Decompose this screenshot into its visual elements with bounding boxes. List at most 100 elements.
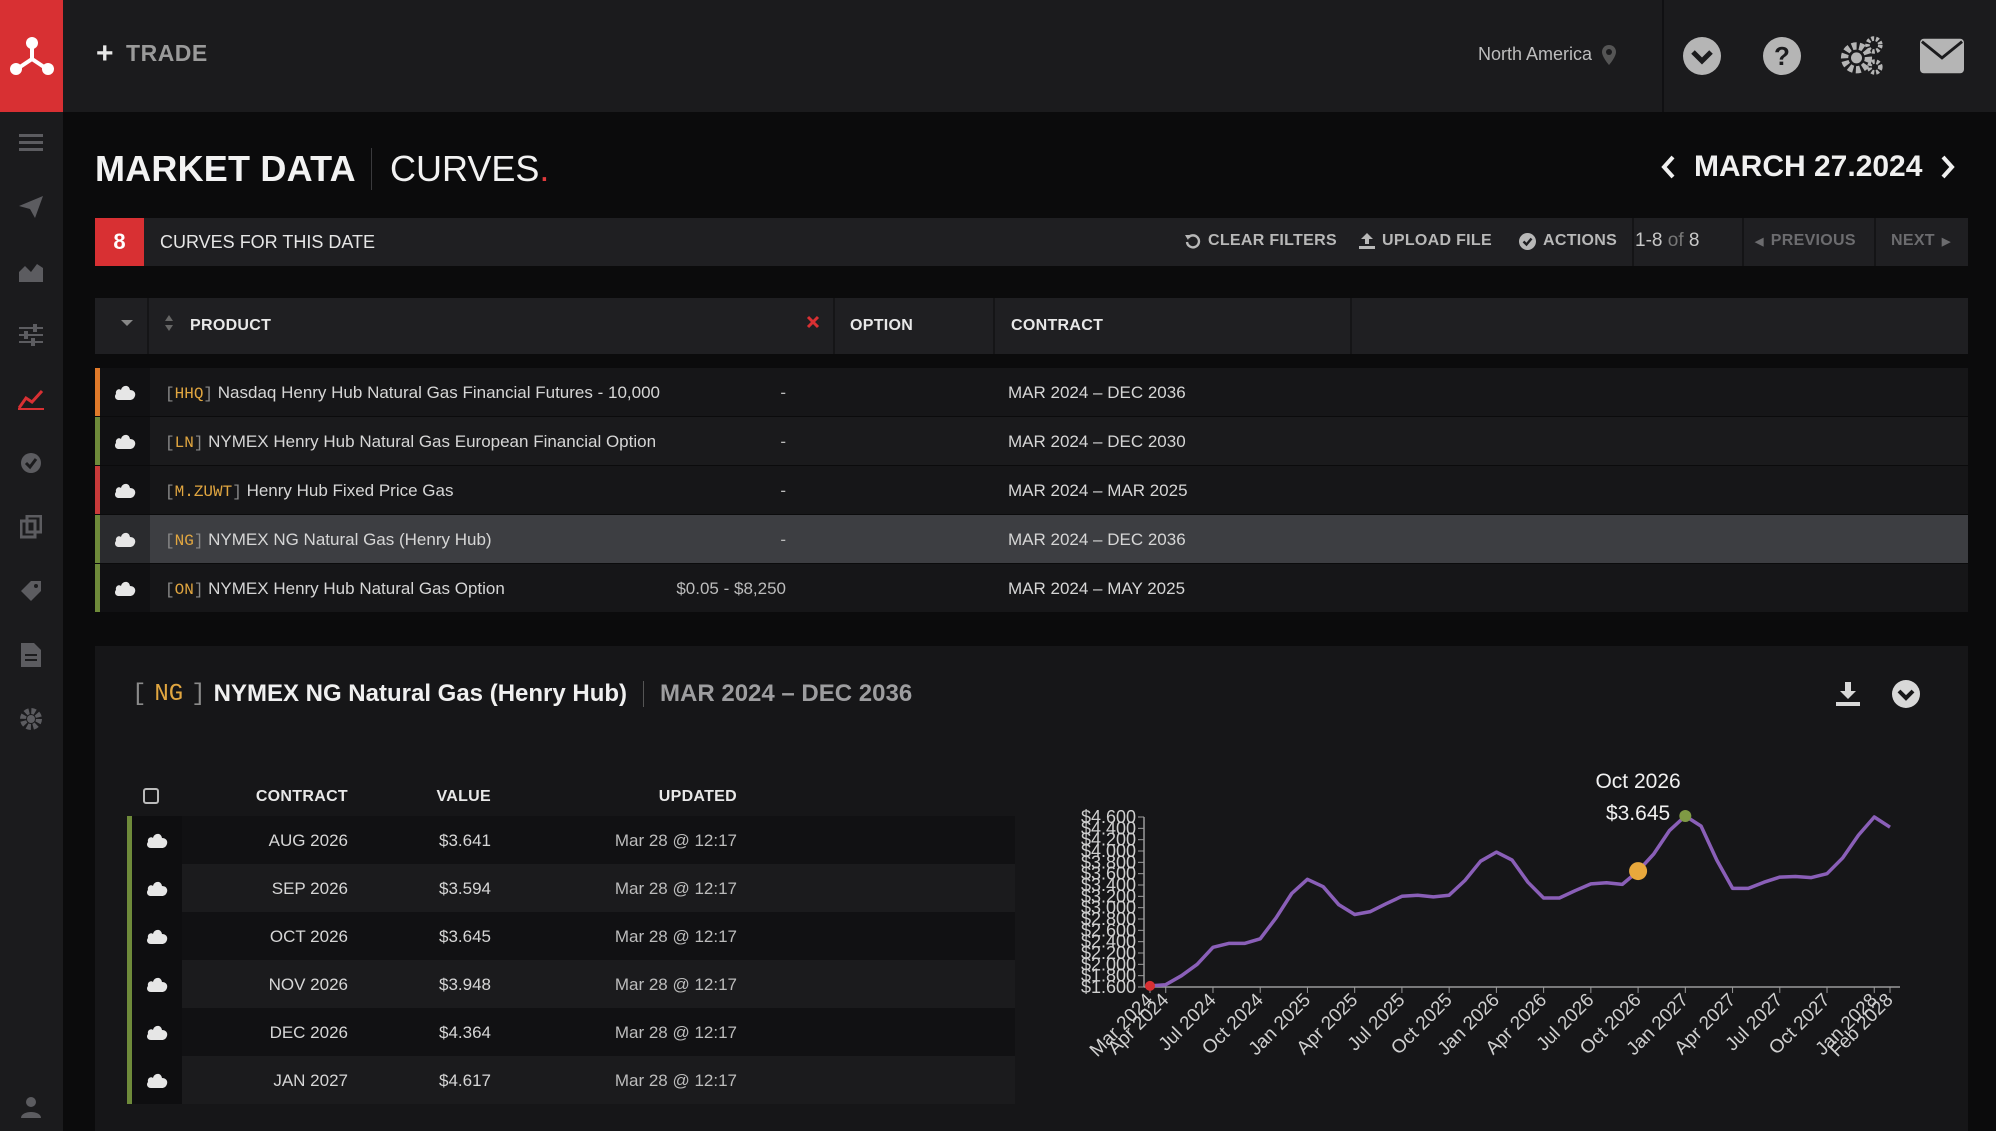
y-tick-label: $1.600 [1081,977,1136,997]
trade-button[interactable]: + TRADE [96,36,208,70]
header-divider [1350,298,1352,354]
product-cell: [ON] NYMEX Henry Hub Natural Gas Option [165,579,505,599]
mail-icon[interactable] [1920,34,1964,78]
sliders-icon[interactable] [16,320,46,350]
tag-icon[interactable] [16,576,46,606]
user-icon[interactable] [16,1092,46,1122]
option-cell: - [780,481,786,500]
y-tick-label: $4.400 [1081,818,1136,838]
location-pin-icon [1602,44,1617,65]
curve-detail-panel: [NG] NYMEX NG Natural Gas (Henry Hub) MA… [95,646,1968,1131]
actions-button[interactable]: ACTIONS [1519,232,1617,250]
contract-row[interactable]: JAN 2027 $4.617 Mar 28 @ 12:17 [127,1056,1015,1104]
contract-row[interactable]: SEP 2026 $3.594 Mar 28 @ 12:17 [127,864,1015,912]
product-row[interactable]: [LN] NYMEX Henry Hub Natural Gas Europea… [95,417,1968,465]
product-code: M.ZUWT [174,483,233,501]
header-option[interactable]: OPTION [850,317,914,334]
header-divider [147,298,149,354]
cloud-icon[interactable] [132,912,182,960]
highlight-point-marker [1629,862,1648,881]
chevron-left-icon: ◀ [1755,235,1764,248]
cloud-icon[interactable] [100,564,150,612]
contract-row[interactable]: OCT 2026 $3.645 Mar 28 @ 12:17 [127,912,1015,960]
header-value[interactable]: VALUE [436,788,491,805]
cloud-icon[interactable] [100,515,150,563]
contract-cell: JAN 2027 [273,1071,348,1090]
collapse-dropdown-icon[interactable] [1890,678,1922,710]
pager-of: of [1667,230,1684,251]
page-subtitle: CURVES. [390,148,549,190]
updated-cell: Mar 28 @ 12:17 [614,879,737,898]
updated-cell: Mar 28 @ 12:17 [614,1023,737,1042]
row-status-bar [127,960,132,1008]
row-status-bar [127,864,132,912]
product-cell: [HHQ] Nasdaq Henry Hub Natural Gas Finan… [165,383,660,403]
help-icon[interactable]: ? [1760,34,1804,78]
curve-detail-title: [NG] NYMEX NG Natural Gas (Henry Hub) MA… [132,680,912,708]
product-row[interactable]: [NG] NYMEX NG Natural Gas (Henry Hub) - MA… [95,515,1968,563]
area-chart-icon[interactable] [16,256,46,286]
bracket: ] [193,581,204,599]
cloud-icon[interactable] [100,368,150,416]
y-tick-label: $3.000 [1081,898,1136,918]
cloud-icon[interactable] [132,960,182,1008]
bracket: ] [203,385,214,403]
bracket: ] [232,483,242,501]
cloud-icon[interactable] [132,1056,182,1104]
next-date-chevron-icon[interactable] [1940,155,1956,179]
download-icon[interactable] [1832,678,1864,710]
cloud-icon[interactable] [100,466,150,514]
cloud-icon[interactable] [132,1008,182,1056]
send-icon[interactable] [16,192,46,222]
header-contract[interactable]: CONTRACT [1011,317,1104,334]
product-name: Henry Hub Fixed Price Gas [246,481,454,500]
contract-row[interactable]: AUG 2026 $3.641 Mar 28 @ 12:17 [127,816,1015,864]
y-tick-label: $2.200 [1081,943,1136,963]
next-page-button[interactable]: NEXT ▶ [1891,232,1951,250]
contract-row[interactable]: NOV 2026 $3.948 Mar 28 @ 12:17 [127,960,1015,1008]
contract-row[interactable]: DEC 2026 $4.364 Mar 28 @ 12:17 [127,1008,1015,1056]
select-all-dropdown-icon[interactable] [120,316,134,335]
y-tick-label: $2.600 [1081,920,1136,940]
plus-icon: + [96,36,115,70]
y-tick-label: $4.000 [1081,841,1136,861]
product-row[interactable]: [M.ZUWT] Henry Hub Fixed Price Gas - MAR 2… [95,466,1968,514]
cloud-icon[interactable] [100,417,150,465]
document-icon[interactable] [16,640,46,670]
header-contract[interactable]: CONTRACT [255,788,348,805]
prev-date-chevron-icon[interactable] [1660,155,1676,179]
bracket: [ [165,385,175,403]
sidebar [0,112,63,1131]
row-status-bar [127,1056,132,1104]
cloud-icon[interactable] [132,864,182,912]
pager-total: 8 [1688,230,1700,251]
product-name: Nasdaq Henry Hub Natural Gas Financial F… [217,383,660,402]
y-tick-label: $3.600 [1081,864,1136,884]
upload-icon [1359,233,1375,249]
gear-icon[interactable] [16,704,46,734]
header-product[interactable]: PRODUCT [190,317,272,334]
header-updated[interactable]: UPDATED [658,788,737,805]
clear-column-filter-icon[interactable] [806,315,820,334]
y-tick-label: $2.400 [1081,932,1136,952]
row-status-bar [95,417,100,465]
product-row[interactable]: [HHQ] Nasdaq Henry Hub Natural Gas Finan… [95,368,1968,416]
upload-file-button[interactable]: UPLOAD FILE [1359,232,1492,250]
region-selector[interactable]: North America [1478,44,1617,65]
app-logo[interactable] [0,0,63,112]
value-cell: $3.645 [439,927,491,946]
select-all-checkbox[interactable] [143,788,159,809]
previous-page-button[interactable]: ◀ PREVIOUS [1755,232,1856,250]
settings-gears-icon[interactable] [1840,34,1884,78]
clear-filters-button[interactable]: CLEAR FILTERS [1185,232,1337,250]
dropdown-circle-icon[interactable] [1680,34,1724,78]
curves-count-label: CURVES FOR THIS DATE [160,232,376,252]
check-circle-icon[interactable] [16,448,46,478]
cloud-icon[interactable] [132,816,182,864]
copy-icon[interactable] [16,512,46,542]
sort-icon[interactable] [164,314,174,337]
menu-icon[interactable] [16,128,46,158]
row-status-bar [95,368,100,416]
line-chart-icon-active[interactable] [16,384,46,414]
product-row[interactable]: [ON] NYMEX Henry Hub Natural Gas Option $… [95,564,1968,612]
